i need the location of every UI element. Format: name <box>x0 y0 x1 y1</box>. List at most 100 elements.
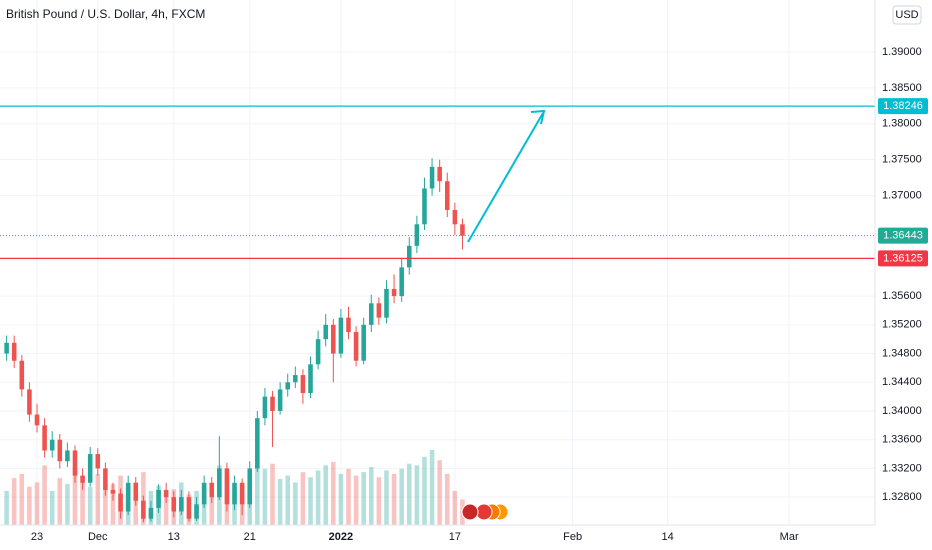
x-tick-label: Feb <box>563 531 582 543</box>
candle-body <box>399 267 404 297</box>
y-tick-label: 1.34000 <box>882 405 922 417</box>
candle-body <box>460 224 465 236</box>
volume-bar <box>277 478 283 525</box>
y-tick-label: 1.37500 <box>882 154 922 166</box>
candle-body <box>376 303 382 318</box>
volume-bar <box>361 472 366 525</box>
candle-body <box>201 482 207 505</box>
volume-bar <box>209 487 215 525</box>
y-tick-label: 1.34800 <box>882 347 922 359</box>
y-tick-label: 1.38000 <box>882 118 922 130</box>
volume-bar <box>384 470 389 525</box>
volume-bar <box>27 486 32 525</box>
volume-bar <box>391 473 397 525</box>
candle-body <box>353 332 359 361</box>
candle-body <box>429 166 435 189</box>
volume-bar <box>110 484 116 525</box>
candle-body <box>87 454 93 483</box>
y-tick-label: 1.38500 <box>882 82 922 94</box>
volume-bar <box>300 472 306 525</box>
x-tick-label: 2022 <box>329 531 353 543</box>
volume-bar <box>414 465 420 525</box>
candle-body <box>239 482 245 505</box>
volume-bar <box>346 468 351 525</box>
candle-body <box>323 324 328 340</box>
x-tick-label: Dec <box>88 531 108 543</box>
volume-bar <box>163 492 169 525</box>
currency[interactable]: USD <box>895 9 918 21</box>
volume-bar <box>285 475 290 525</box>
volume-bar <box>49 490 55 525</box>
volume-bar <box>103 480 108 525</box>
volume-bar <box>331 461 336 525</box>
candle-body <box>414 224 420 246</box>
candle-body <box>255 418 260 469</box>
volume-bar <box>323 465 328 525</box>
volume-bar <box>4 490 9 525</box>
event-icons[interactable] <box>461 503 509 521</box>
candle-body <box>232 482 237 505</box>
candle-body <box>308 364 313 394</box>
candle-body <box>11 342 17 361</box>
volume-bar <box>437 460 442 525</box>
candle-body <box>49 439 55 451</box>
volume-bar <box>87 486 93 525</box>
candle-body <box>277 389 283 411</box>
price-label: 1.36125 <box>883 252 923 264</box>
price-label-box <box>878 227 928 244</box>
price-label-box <box>878 250 928 267</box>
chart-title: British Pound / U.S. Dollar, 4h, FXCM <box>6 7 205 21</box>
candle-body <box>217 468 222 498</box>
volume-bar <box>338 473 344 525</box>
candle-body <box>125 482 131 512</box>
candle-body <box>148 507 154 519</box>
currency-box[interactable] <box>892 5 922 25</box>
arrow-head <box>530 109 546 125</box>
candle-body <box>437 166 442 182</box>
volume-bar <box>369 467 374 525</box>
y-tick-label: 1.35600 <box>882 290 922 302</box>
candle-body <box>270 396 275 411</box>
x-tick-label: 13 <box>168 531 180 543</box>
candle-body <box>391 288 397 297</box>
candle-body <box>224 468 230 505</box>
candle-body <box>369 303 374 325</box>
x-tick-label: 17 <box>449 531 461 543</box>
candle-body <box>95 454 101 469</box>
candle-body <box>133 482 139 501</box>
y-tick-label: 1.33200 <box>882 462 922 474</box>
candle-body <box>118 493 123 512</box>
volume-bar <box>429 450 435 525</box>
candle-body <box>262 396 268 419</box>
volume-bar <box>19 473 25 525</box>
price-label: 1.38246 <box>883 100 923 112</box>
candle-body <box>110 489 116 494</box>
volume-bar <box>262 468 268 525</box>
volume-bar <box>422 456 427 525</box>
candle-body <box>209 482 215 498</box>
x-tick-label: 23 <box>31 531 43 543</box>
candle-body <box>444 181 450 210</box>
price-label-box <box>878 98 928 115</box>
volume-bar <box>399 468 404 525</box>
candle-body <box>163 489 169 498</box>
volume-bar <box>65 484 70 525</box>
y-tick-label: 1.35200 <box>882 319 922 331</box>
x-tick-label: 14 <box>661 531 673 543</box>
volume-bar <box>452 490 458 525</box>
y-tick-label: 1.34400 <box>882 376 922 388</box>
candle-body <box>406 245 412 268</box>
volume-bar <box>80 482 85 525</box>
volume-bar <box>11 478 17 525</box>
volume-bar <box>95 473 101 525</box>
candle-body <box>422 188 427 225</box>
candle-body <box>293 375 298 383</box>
x-tick-label: Mar <box>780 531 799 543</box>
candle-body <box>171 497 177 512</box>
candle-body <box>65 450 70 462</box>
volume-bar <box>376 477 382 525</box>
candle-body <box>331 324 336 354</box>
volume-bar <box>34 482 40 525</box>
volume-bar <box>72 469 78 525</box>
